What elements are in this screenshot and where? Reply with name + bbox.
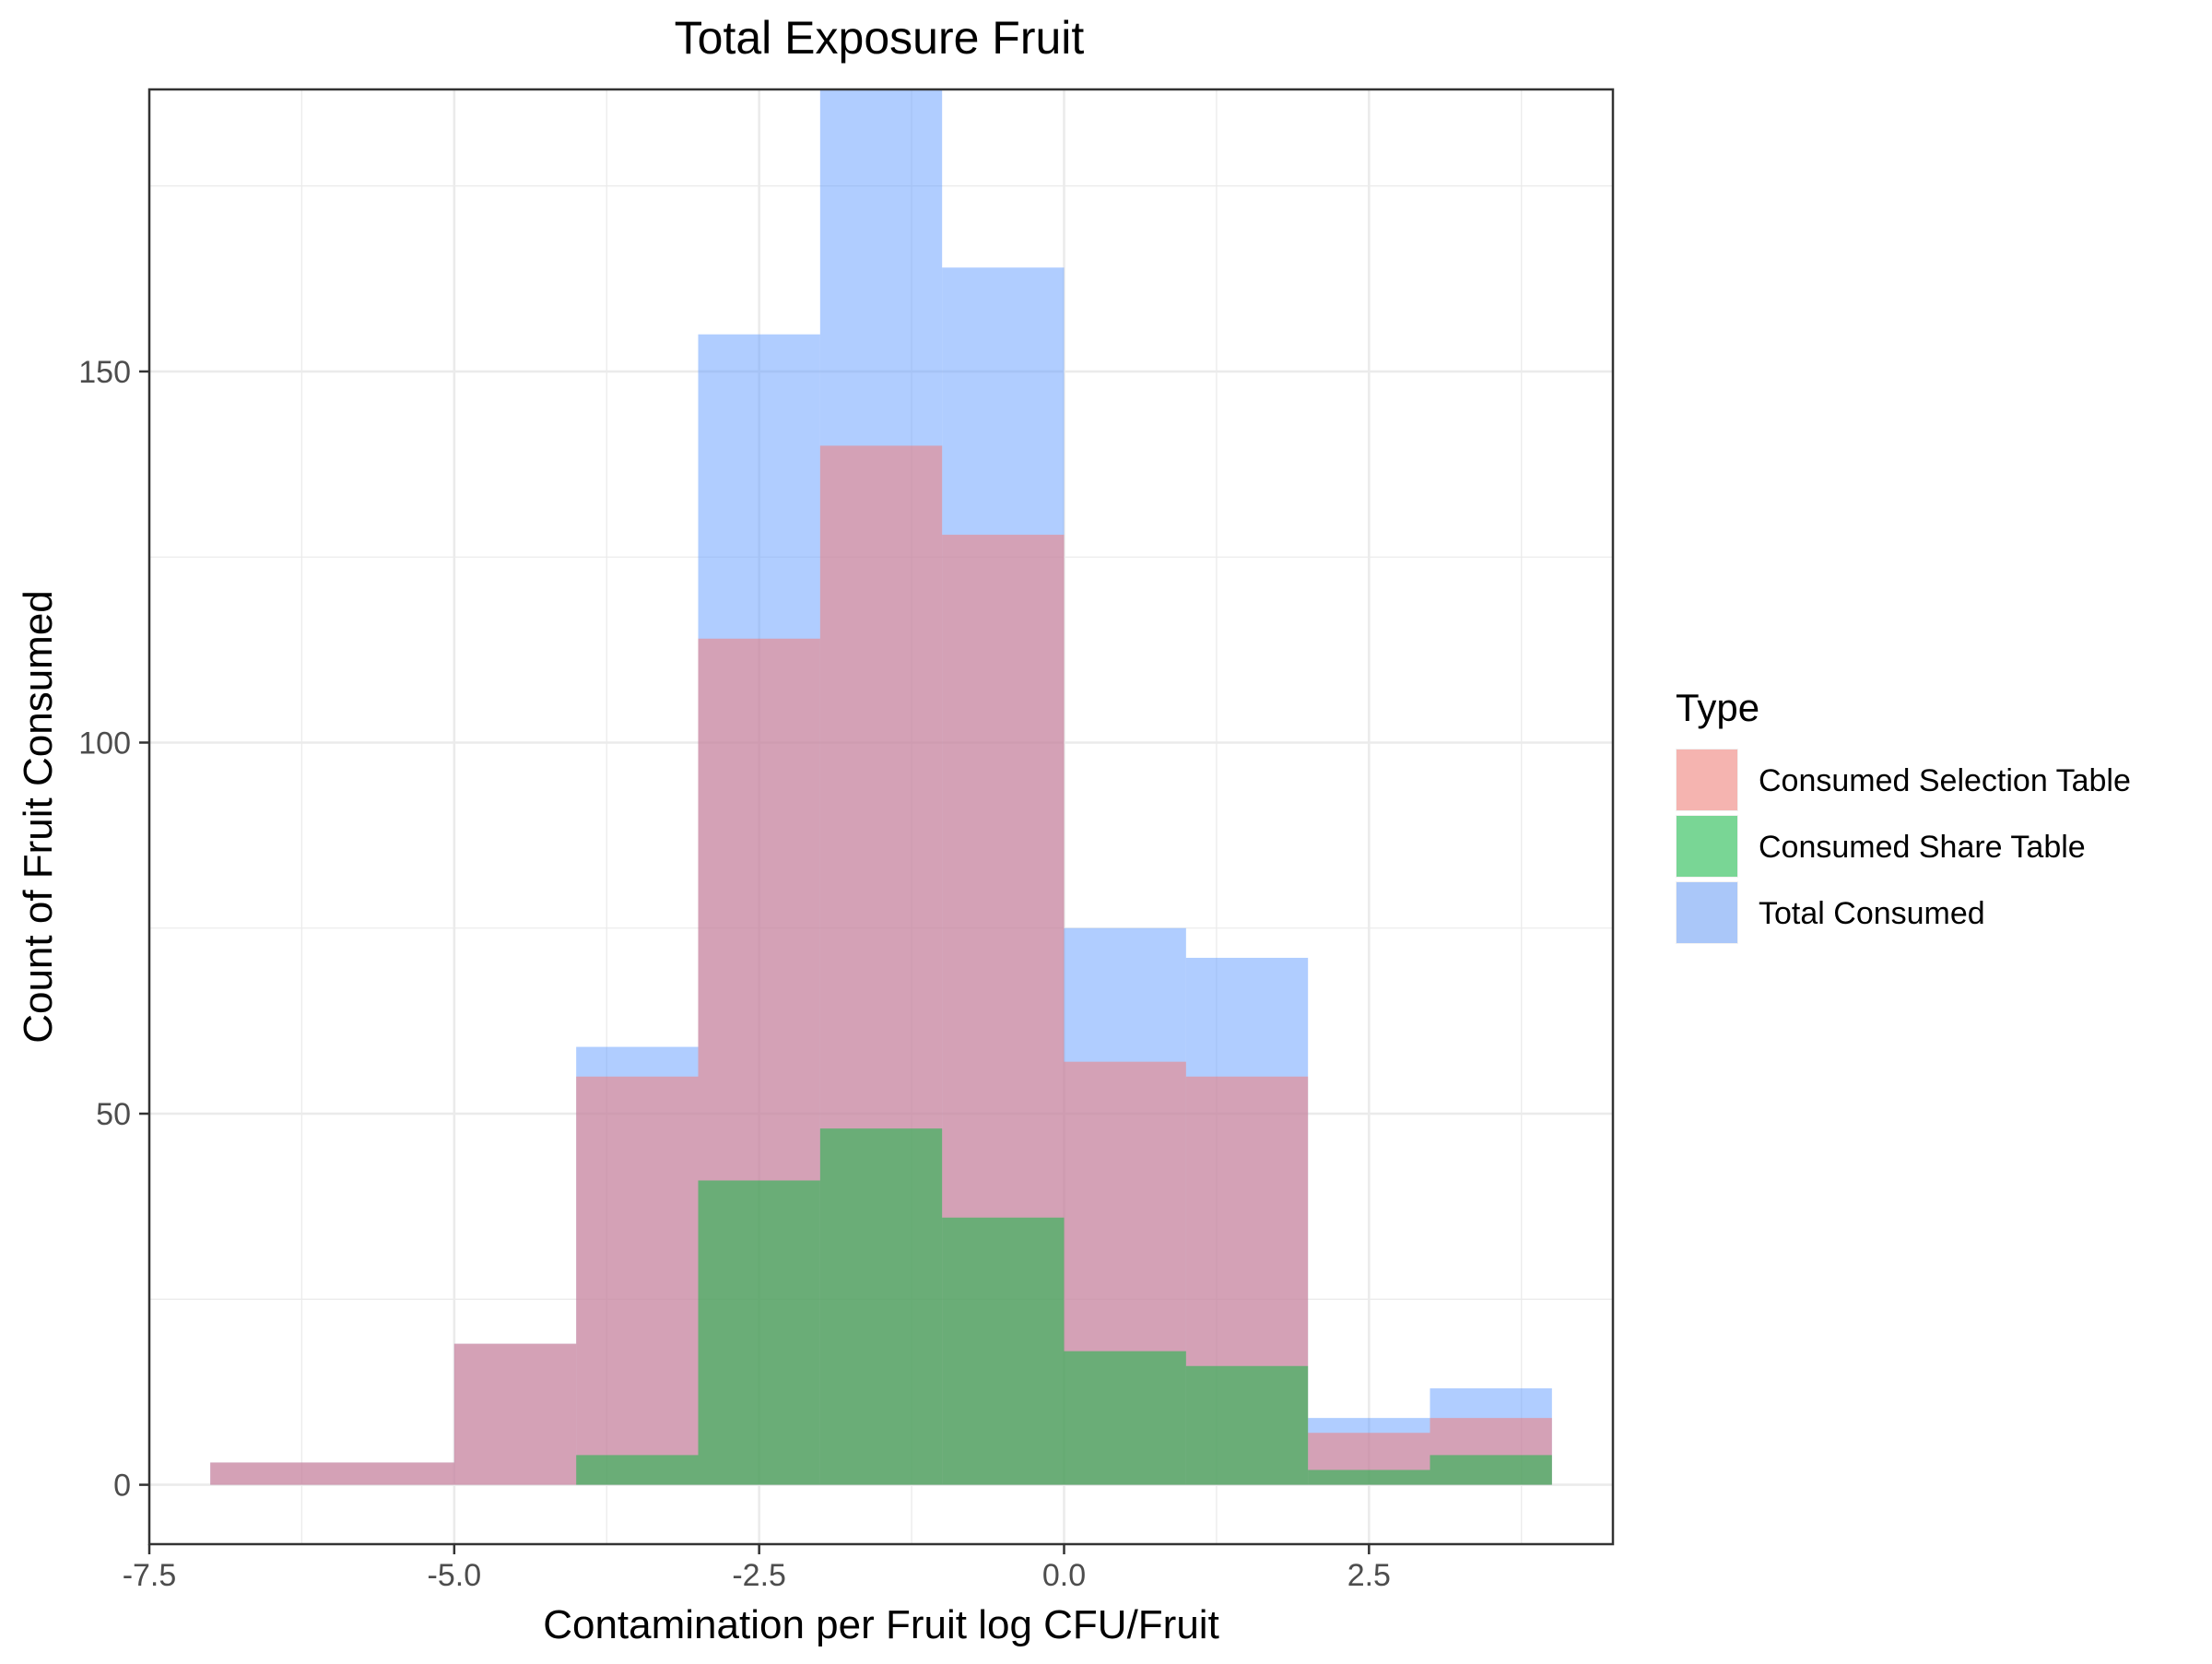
histogram-bar (819, 1128, 943, 1485)
y-axis-label: Count of Fruit Consumed (16, 590, 61, 1044)
legend-title: Type (1676, 686, 1759, 729)
legend-item: Total Consumed (1676, 881, 1985, 944)
histogram-bar (1064, 1351, 1186, 1485)
plot-panel (147, 88, 1615, 1546)
legend: Type Consumed Selection Table Consumed Sh… (1676, 686, 2131, 944)
histogram-bar (1430, 1455, 1552, 1485)
histogram-bar (1308, 1469, 1430, 1485)
legend-item: Consumed Share Table (1676, 815, 2086, 878)
legend-key (1677, 882, 1737, 943)
histogram-bar (698, 1180, 820, 1485)
y-tick-label: 0 (113, 1469, 131, 1504)
x-tick-label: -5.0 (428, 1558, 482, 1593)
x-tick-label: -2.5 (732, 1558, 786, 1593)
x-axis-label: Contamination per Fruit log CFU/Fruit (543, 1602, 1219, 1647)
histogram-bar (576, 1076, 699, 1485)
legend-key (1677, 749, 1737, 810)
histogram-bar (942, 1217, 1065, 1485)
legend-label: Consumed Selection Table (1759, 763, 2131, 798)
x-tick-label: -7.5 (123, 1558, 177, 1593)
legend-label: Consumed Share Table (1759, 830, 2086, 865)
y-axis: 0 50 100 150 (78, 355, 149, 1504)
histogram-bar (210, 1462, 333, 1485)
x-axis: -7.5 -5.0 -2.5 0.0 2.5 (123, 1544, 1391, 1593)
legend-key (1677, 816, 1737, 877)
series-consumed-share-table (576, 1128, 1552, 1485)
histogram-bar (453, 1343, 577, 1485)
legend-item: Consumed Selection Table (1676, 749, 2131, 811)
y-tick-label: 50 (96, 1097, 131, 1132)
y-tick-label: 150 (78, 355, 131, 390)
histogram-bar (576, 1455, 699, 1485)
legend-label: Total Consumed (1759, 896, 1985, 931)
bars (210, 89, 1552, 1485)
x-tick-label: 2.5 (1347, 1558, 1391, 1593)
histogram-bar (332, 1462, 454, 1485)
histogram-bar (1185, 1365, 1309, 1485)
x-tick-label: 0.0 (1042, 1558, 1086, 1593)
y-tick-label: 100 (78, 726, 131, 761)
chart-title: Total Exposure Fruit (675, 12, 1085, 64)
